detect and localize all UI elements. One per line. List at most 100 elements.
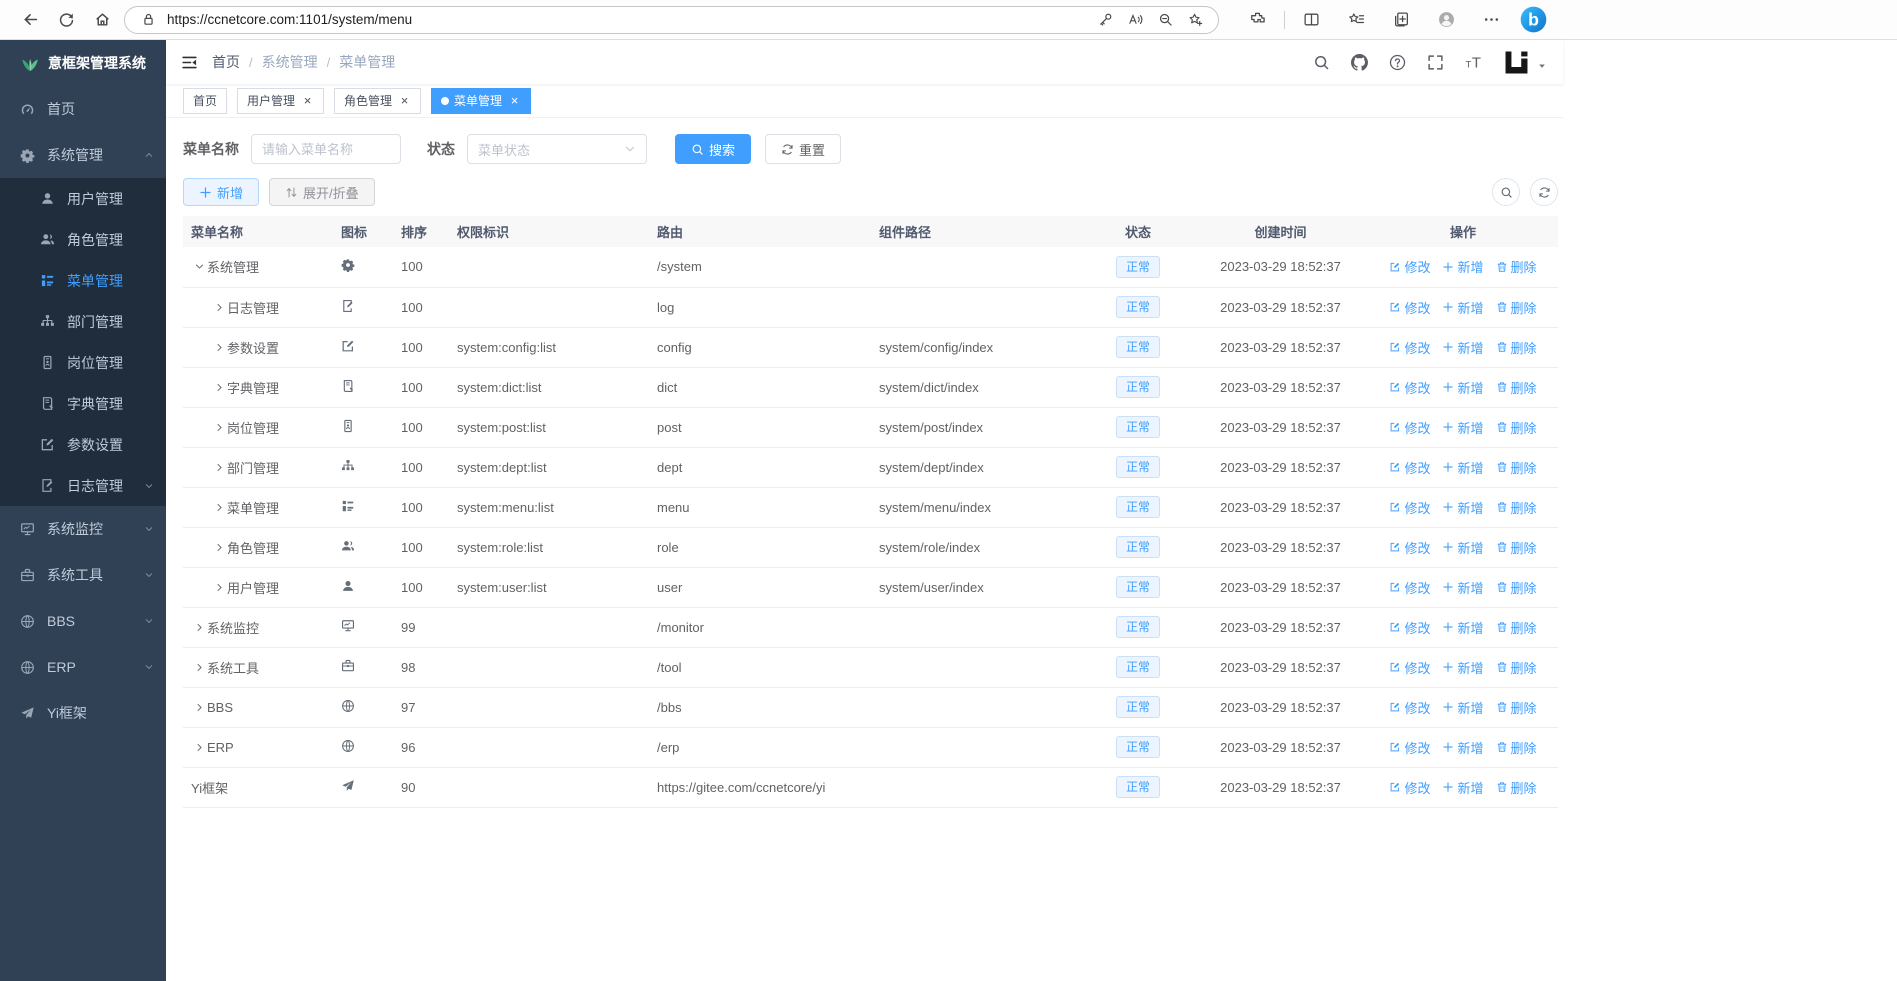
row-action-delete-button[interactable]: 删除 <box>1496 618 1537 637</box>
row-action-delete-button[interactable]: 删除 <box>1496 778 1537 797</box>
search-icon[interactable] <box>1313 54 1330 71</box>
row-action-delete-button[interactable]: 删除 <box>1496 338 1537 357</box>
row-action-delete-button[interactable]: 删除 <box>1496 458 1537 477</box>
sidebar-item-yi-frame[interactable]: Yi框架 <box>0 690 166 736</box>
row-action-edit-button[interactable]: 修改 <box>1389 458 1430 477</box>
question-icon[interactable] <box>1389 54 1406 71</box>
row-action-add-button[interactable]: 新增 <box>1442 418 1484 437</box>
add-favorite-icon[interactable] <box>1182 12 1208 27</box>
row-expand-icon[interactable] <box>211 302 227 313</box>
sidebar-item-system-mgmt[interactable]: 系统管理 <box>0 132 166 178</box>
zoom-out-icon[interactable] <box>1152 12 1178 27</box>
breadcrumb-item[interactable]: 菜单管理 <box>339 54 396 70</box>
sidebar-item-erp[interactable]: ERP <box>0 644 166 690</box>
row-action-add-button[interactable]: 新增 <box>1442 578 1484 597</box>
row-expand-icon[interactable] <box>211 342 227 353</box>
browser-home-icon[interactable] <box>84 3 120 37</box>
row-action-delete-button[interactable]: 删除 <box>1496 658 1537 677</box>
sidebar-item-user-mgmt[interactable]: 用户管理 <box>0 178 166 219</box>
row-action-edit-button[interactable]: 修改 <box>1389 338 1430 357</box>
url-text[interactable]: https://ccnetcore.com:1101/system/menu <box>167 12 413 27</box>
row-action-edit-button[interactable]: 修改 <box>1389 498 1430 517</box>
bing-chat-icon[interactable]: b <box>1520 6 1547 33</box>
read-aloud-icon[interactable] <box>1122 12 1148 27</box>
app-logo[interactable]: 意框架管理系统 <box>0 40 166 86</box>
lock-icon[interactable] <box>135 12 161 27</box>
tab-role-mgmt[interactable]: 角色管理 × <box>334 87 422 114</box>
address-bar[interactable]: https://ccnetcore.com:1101/system/menu <box>124 5 1219 34</box>
row-expand-icon[interactable] <box>191 662 207 673</box>
row-action-add-button[interactable]: 新增 <box>1442 698 1484 717</box>
sidebar-item-log-mgmt[interactable]: 日志管理 <box>0 465 166 506</box>
row-action-delete-button[interactable]: 删除 <box>1496 257 1537 276</box>
row-action-add-button[interactable]: 新增 <box>1442 458 1484 477</box>
row-expand-icon[interactable] <box>211 502 227 513</box>
row-action-delete-button[interactable]: 删除 <box>1496 698 1537 717</box>
close-icon[interactable]: × <box>510 93 519 108</box>
row-expand-icon[interactable] <box>211 382 227 393</box>
row-action-add-button[interactable]: 新增 <box>1442 338 1484 357</box>
row-action-edit-button[interactable]: 修改 <box>1389 618 1430 637</box>
sidebar-item-home[interactable]: 首页 <box>0 86 166 132</box>
sidebar-collapse-icon[interactable] <box>181 54 198 71</box>
browser-profile-icon[interactable] <box>1424 3 1469 37</box>
reset-button[interactable]: 重置 <box>765 134 842 164</box>
row-action-add-button[interactable]: 新增 <box>1442 738 1484 757</box>
row-expand-icon[interactable] <box>211 422 227 433</box>
refresh-table-button[interactable] <box>1530 178 1558 206</box>
collections-icon[interactable] <box>1379 3 1424 37</box>
row-action-delete-button[interactable]: 删除 <box>1496 538 1537 557</box>
close-icon[interactable]: × <box>400 93 409 108</box>
expand-collapse-button[interactable]: 展开/折叠 <box>269 178 375 206</box>
sidebar-item-menu-mgmt[interactable]: 菜单管理 <box>0 260 166 301</box>
row-action-edit-button[interactable]: 修改 <box>1389 298 1430 317</box>
row-action-edit-button[interactable]: 修改 <box>1389 418 1430 437</box>
row-expand-icon[interactable] <box>191 742 207 753</box>
tab-user-mgmt[interactable]: 用户管理 × <box>237 87 325 114</box>
sidebar-item-role-mgmt[interactable]: 角色管理 <box>0 219 166 260</box>
fullscreen-icon[interactable] <box>1427 54 1444 71</box>
row-expand-icon[interactable] <box>191 702 207 713</box>
row-expand-icon[interactable] <box>211 462 227 473</box>
row-expand-icon[interactable] <box>191 622 207 633</box>
row-action-add-button[interactable]: 新增 <box>1442 778 1484 797</box>
row-action-add-button[interactable]: 新增 <box>1442 658 1484 677</box>
row-action-edit-button[interactable]: 修改 <box>1389 658 1430 677</box>
row-action-edit-button[interactable]: 修改 <box>1389 578 1430 597</box>
password-icon[interactable] <box>1092 12 1118 27</box>
row-action-add-button[interactable]: 新增 <box>1442 538 1484 557</box>
favorites-icon[interactable] <box>1334 3 1379 37</box>
sidebar-item-bbs[interactable]: BBS <box>0 598 166 644</box>
menu-name-input[interactable] <box>251 134 401 164</box>
row-expand-icon[interactable] <box>211 542 227 553</box>
tab-home[interactable]: 首页 <box>183 87 228 114</box>
row-action-edit-button[interactable]: 修改 <box>1389 698 1430 717</box>
row-action-edit-button[interactable]: 修改 <box>1389 378 1430 397</box>
sidebar-item-config[interactable]: 参数设置 <box>0 424 166 465</box>
browser-menu-icon[interactable] <box>1469 3 1514 37</box>
status-select[interactable]: 菜单状态 <box>467 134 647 164</box>
sidebar-item-dict-mgmt[interactable]: 字典管理 <box>0 383 166 424</box>
row-action-delete-button[interactable]: 删除 <box>1496 418 1537 437</box>
row-action-edit-button[interactable]: 修改 <box>1389 538 1430 557</box>
add-button[interactable]: 新增 <box>183 178 260 206</box>
row-action-edit-button[interactable]: 修改 <box>1389 257 1430 276</box>
extensions-icon[interactable] <box>1235 3 1280 37</box>
toggle-search-button[interactable] <box>1492 178 1520 206</box>
row-action-add-button[interactable]: 新增 <box>1442 257 1484 276</box>
row-action-edit-button[interactable]: 修改 <box>1389 738 1430 757</box>
row-action-add-button[interactable]: 新增 <box>1442 378 1484 397</box>
row-expand-icon[interactable] <box>191 261 207 272</box>
row-action-delete-button[interactable]: 删除 <box>1496 578 1537 597</box>
row-action-add-button[interactable]: 新增 <box>1442 498 1484 517</box>
row-action-delete-button[interactable]: 删除 <box>1496 498 1537 517</box>
sidebar-item-monitor[interactable]: 系统监控 <box>0 506 166 552</box>
row-action-delete-button[interactable]: 删除 <box>1496 378 1537 397</box>
row-action-delete-button[interactable]: 删除 <box>1496 738 1537 757</box>
browser-back-icon[interactable] <box>12 3 48 37</box>
row-action-delete-button[interactable]: 删除 <box>1496 298 1537 317</box>
breadcrumb-item[interactable]: 系统管理 <box>261 54 318 70</box>
sidebar-item-tool[interactable]: 系统工具 <box>0 552 166 598</box>
row-action-edit-button[interactable]: 修改 <box>1389 778 1430 797</box>
